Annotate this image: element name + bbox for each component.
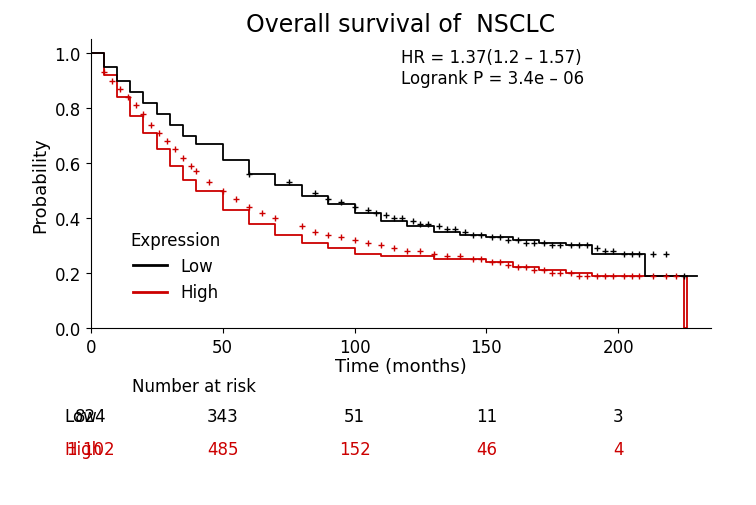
Text: 4: 4 xyxy=(613,440,624,459)
Y-axis label: Probability: Probability xyxy=(31,136,49,232)
Text: 1 102: 1 102 xyxy=(67,440,114,459)
Text: 485: 485 xyxy=(207,440,238,459)
Legend: Low, High: Low, High xyxy=(124,225,228,309)
Text: Time (months): Time (months) xyxy=(335,357,466,375)
Text: Low: Low xyxy=(64,408,97,426)
Text: Number at risk: Number at risk xyxy=(132,377,256,395)
Text: 3: 3 xyxy=(613,408,624,426)
Text: 11: 11 xyxy=(476,408,497,426)
Text: HR = 1.37(1.2 – 1.57)
Logrank P = 3.4e – 06: HR = 1.37(1.2 – 1.57) Logrank P = 3.4e –… xyxy=(401,49,584,88)
Text: 152: 152 xyxy=(339,440,370,459)
Text: High: High xyxy=(64,440,102,459)
Text: 343: 343 xyxy=(206,408,238,426)
Text: 824: 824 xyxy=(75,408,107,426)
Text: 51: 51 xyxy=(344,408,365,426)
Text: 46: 46 xyxy=(476,440,497,459)
Title: Overall survival of  NSCLC: Overall survival of NSCLC xyxy=(246,13,555,37)
